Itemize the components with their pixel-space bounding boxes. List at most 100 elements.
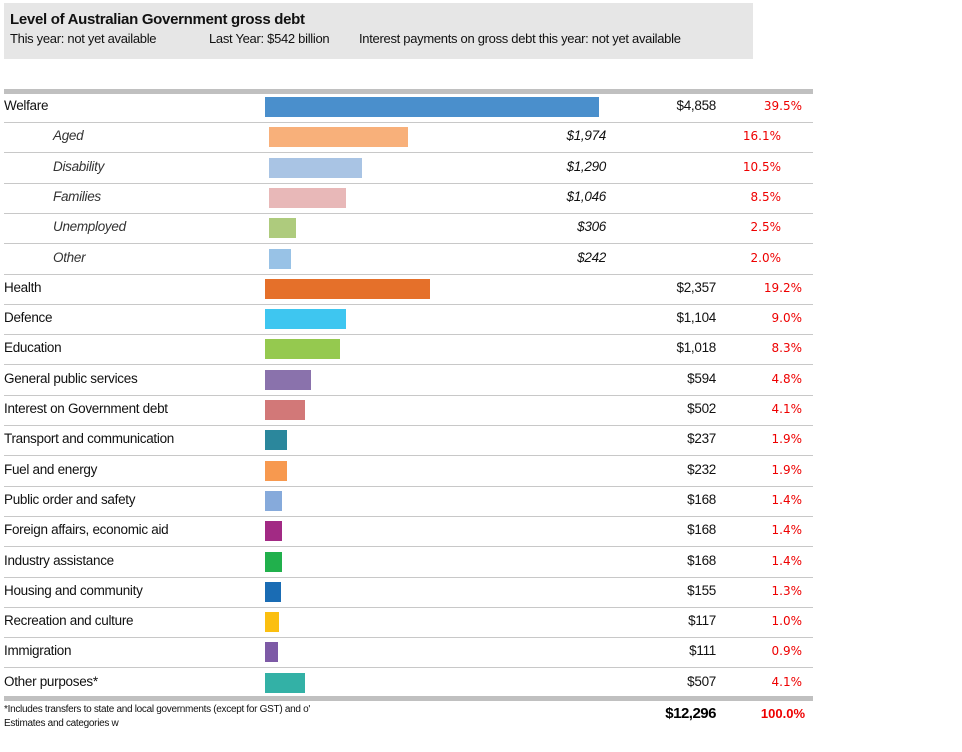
percent-label: 4.1%: [771, 402, 803, 416]
category-row: Industry assistance $168 1.4%: [4, 547, 813, 578]
row-label: Foreign affairs, economic aid: [4, 522, 169, 538]
value-label: $168: [687, 491, 716, 507]
sub-category-row: Other $242 2.0%: [4, 244, 813, 275]
value-label: $594: [687, 370, 716, 386]
sub-category-row: Aged $1,974 16.1%: [4, 122, 813, 154]
row-label: Other: [53, 249, 86, 265]
category-row: General public services $594 4.8%: [4, 365, 813, 396]
category-row: Welfare $4,858 39.5%: [4, 92, 813, 123]
percent-label: 10.5%: [742, 159, 781, 174]
percent-label: 1.3%: [771, 583, 803, 598]
row-label: Aged: [53, 128, 84, 144]
this-year-debt: This year: not yet available: [10, 31, 157, 46]
bar: [265, 581, 282, 602]
percent-label: 1.0%: [771, 614, 803, 629]
category-row: Interest on Government debt $502 4.1%: [4, 395, 813, 426]
row-label: Defence: [4, 310, 53, 326]
percent-label: 1.9%: [771, 462, 803, 477]
category-row: Other purposes* $507 4.1%: [4, 668, 813, 699]
page-title: Level of Australian Government gross deb…: [10, 11, 305, 28]
row-label: Industry assistance: [4, 552, 114, 568]
value-label: $237: [687, 431, 716, 447]
bar: [265, 369, 312, 390]
bar: [265, 278, 431, 299]
bar: [265, 97, 599, 117]
footnote-line2: Estimates and categories w: [4, 718, 119, 729]
bar: [269, 157, 363, 178]
percent-label: 4.8%: [771, 371, 803, 386]
percent-label: 2.0%: [750, 250, 782, 265]
percent-label: 39.5%: [763, 99, 802, 113]
percent-label: 1.9%: [771, 432, 803, 447]
value-label: $242: [577, 249, 606, 265]
value-label: $168: [687, 552, 716, 568]
row-label: Transport and communication: [4, 431, 174, 447]
bar: [265, 309, 346, 330]
row-label: Welfare: [4, 98, 49, 113]
row-label: Interest on Government debt: [4, 401, 168, 416]
row-label: Unemployed: [53, 219, 126, 235]
row-label: Families: [53, 188, 101, 204]
value-label: $155: [687, 582, 716, 598]
footnote-line1: *Includes transfers to state and local g…: [4, 704, 310, 715]
bar: [265, 490, 283, 511]
category-row: Education $1,018 8.3%: [4, 334, 813, 366]
percent-label: 8.5%: [750, 189, 782, 204]
bar: [265, 642, 279, 663]
sub-category-row: Families $1,046 8.5%: [4, 183, 813, 214]
total-value: $12,296: [665, 705, 716, 722]
sub-category-row: Unemployed $306 2.5%: [4, 213, 813, 245]
percent-label: 2.5%: [750, 220, 782, 235]
category-row: Immigration $111 0.9%: [4, 637, 813, 669]
interest-payments: Interest payments on gross debt this yea…: [359, 31, 681, 46]
top-divider: [4, 89, 813, 94]
percent-label: 4.1%: [771, 674, 803, 689]
total-percent: 100.0%: [760, 706, 805, 721]
bar: [269, 218, 296, 239]
row-label: Immigration: [4, 643, 72, 659]
percent-label: 8.3%: [771, 341, 803, 356]
category-row: Housing and community $155 1.3%: [4, 577, 813, 608]
row-label: Recreation and culture: [4, 613, 134, 629]
percent-label: 0.9%: [771, 644, 803, 659]
category-row: Foreign affairs, economic aid $168 1.4%: [4, 516, 813, 548]
percent-label: 1.4%: [771, 492, 803, 507]
bottom-divider: [4, 696, 813, 701]
value-label: $306: [577, 219, 606, 235]
header-panel: Level of Australian Government gross deb…: [4, 3, 753, 59]
row-label: Disability: [53, 158, 105, 174]
percent-label: 1.4%: [771, 553, 803, 568]
bar: [265, 521, 283, 542]
value-label: $507: [687, 673, 716, 689]
bar: [269, 248, 292, 269]
value-label: $117: [688, 613, 716, 629]
category-row: Transport and communication $237 1.9%: [4, 425, 813, 457]
sub-category-row: Disability $1,290 10.5%: [4, 153, 813, 184]
row-label: Housing and community: [4, 582, 143, 598]
value-label: $1,974: [566, 128, 607, 144]
percent-label: 16.1%: [742, 129, 781, 144]
bar: [265, 339, 340, 360]
value-label: $1,046: [566, 188, 607, 204]
bar: [265, 430, 287, 451]
row-label: General public services: [4, 370, 138, 386]
percent-label: 1.4%: [771, 523, 803, 538]
bar: [265, 672, 306, 693]
category-row: Defence $1,104 9.0%: [4, 304, 813, 336]
bar: [265, 551, 283, 572]
value-label: $168: [687, 522, 716, 538]
percent-label: 19.2%: [763, 280, 802, 295]
category-row: Public order and safety $168 1.4%: [4, 486, 813, 517]
bar: [269, 127, 409, 148]
value-label: $111: [689, 643, 716, 659]
bar: [265, 400, 305, 420]
category-row: Fuel and energy $232 1.9%: [4, 456, 813, 487]
row-label: Health: [4, 279, 42, 295]
value-label: $1,104: [676, 310, 717, 326]
row-label: Other purposes*: [4, 673, 98, 689]
row-label: Fuel and energy: [4, 461, 98, 477]
category-row: Recreation and culture $117 1.0%: [4, 607, 813, 639]
row-label: Education: [4, 340, 62, 356]
value-label: $232: [687, 461, 716, 477]
bar: [269, 187, 346, 208]
